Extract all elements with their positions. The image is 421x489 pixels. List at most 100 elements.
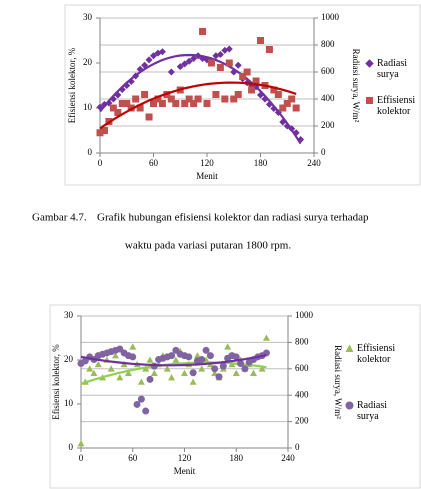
x-tick-label: 180 <box>254 158 268 168</box>
point <box>137 395 145 403</box>
y2-tick-label: 0 <box>295 442 300 452</box>
point <box>181 369 188 376</box>
point <box>225 59 233 67</box>
y2-tick-label: 1000 <box>295 310 314 320</box>
point <box>167 68 175 76</box>
y-axis-label: Efisiensi kolektor, % <box>67 47 77 123</box>
legend-entry: Radiasi surya <box>345 400 405 422</box>
chart-frame <box>49 304 421 489</box>
point <box>112 352 119 359</box>
point <box>145 56 153 64</box>
point <box>211 365 219 373</box>
x-axis-label: Menit <box>174 466 196 476</box>
point <box>150 369 158 376</box>
point <box>216 64 224 71</box>
y2-tick-label: 200 <box>295 416 309 426</box>
y2-tick-label: 400 <box>295 389 309 399</box>
point <box>257 37 264 44</box>
point <box>241 365 249 373</box>
point <box>189 378 197 385</box>
point <box>168 374 176 381</box>
trendline <box>80 354 267 367</box>
point <box>168 352 176 360</box>
point <box>274 91 282 98</box>
x-tick-label: 120 <box>178 453 192 463</box>
x-tick-label: 60 <box>149 158 159 168</box>
point <box>232 353 240 361</box>
point <box>221 95 229 103</box>
point <box>163 365 171 372</box>
y2-axis-label: Radiasi surya, W/m² <box>333 345 343 419</box>
point <box>86 365 94 372</box>
y-tick-label: 30 <box>64 310 74 320</box>
x-tick-label: 240 <box>307 158 321 168</box>
y-tick-label: 30 <box>83 12 93 22</box>
caption-label: Gambar 4.7. <box>32 212 87 224</box>
point <box>194 95 202 103</box>
point <box>212 91 220 98</box>
legend-label: Effisiensi kolektor <box>377 95 416 117</box>
y-tick-label: 20 <box>64 354 74 364</box>
point <box>158 48 166 56</box>
point <box>190 55 198 62</box>
point <box>207 59 215 67</box>
point <box>141 91 149 98</box>
point <box>224 343 232 350</box>
legend-entry: Effisiensi kolektor <box>365 95 421 117</box>
point <box>215 373 223 381</box>
y2-tick-label: 800 <box>321 39 335 49</box>
y-tick-label: 0 <box>88 147 93 157</box>
point <box>100 127 108 134</box>
point <box>127 77 135 85</box>
legend-label: Effisiensi kolektor <box>357 343 396 365</box>
legend-label: Radiasi surya <box>357 400 387 422</box>
point <box>248 86 256 94</box>
legend-label: Radiasi surya <box>377 58 407 80</box>
point <box>132 95 140 103</box>
point <box>77 440 85 447</box>
point <box>234 61 242 69</box>
legend-key <box>345 344 355 356</box>
point <box>107 365 115 372</box>
point <box>146 375 154 383</box>
point <box>158 100 166 107</box>
point <box>142 407 150 415</box>
x-axis-label: Menit <box>196 171 218 181</box>
point <box>189 369 197 377</box>
y-tick-label: 10 <box>83 102 93 112</box>
x-tick-label: 0 <box>79 453 84 463</box>
trendline <box>99 53 302 145</box>
trendline <box>80 361 267 385</box>
point <box>198 356 206 364</box>
point <box>258 365 266 372</box>
point <box>172 100 180 107</box>
point <box>198 365 206 372</box>
y-axis-label: Efisiensi kolektor, % <box>51 344 61 420</box>
point <box>262 334 270 341</box>
point <box>216 50 224 58</box>
point <box>114 109 122 116</box>
point <box>129 353 137 361</box>
point <box>203 100 211 107</box>
y2-tick-label: 600 <box>295 363 309 373</box>
y2-tick-label: 1000 <box>321 12 340 22</box>
legend-key <box>365 96 375 108</box>
y2-tick-label: 0 <box>321 147 326 157</box>
point <box>176 63 184 71</box>
trendline <box>99 81 297 130</box>
point <box>243 68 251 76</box>
x-tick-label: 0 <box>98 158 103 168</box>
point <box>265 46 273 53</box>
point <box>129 343 137 350</box>
point <box>199 28 207 35</box>
x-tick-label: 60 <box>128 453 138 463</box>
point <box>94 360 102 368</box>
y-tick-label: 0 <box>69 442 74 452</box>
point <box>250 369 257 376</box>
point <box>185 353 193 361</box>
point <box>234 91 242 98</box>
y2-tick-label: 800 <box>295 336 309 346</box>
point <box>185 57 193 65</box>
y-tick-label: 20 <box>83 57 93 67</box>
